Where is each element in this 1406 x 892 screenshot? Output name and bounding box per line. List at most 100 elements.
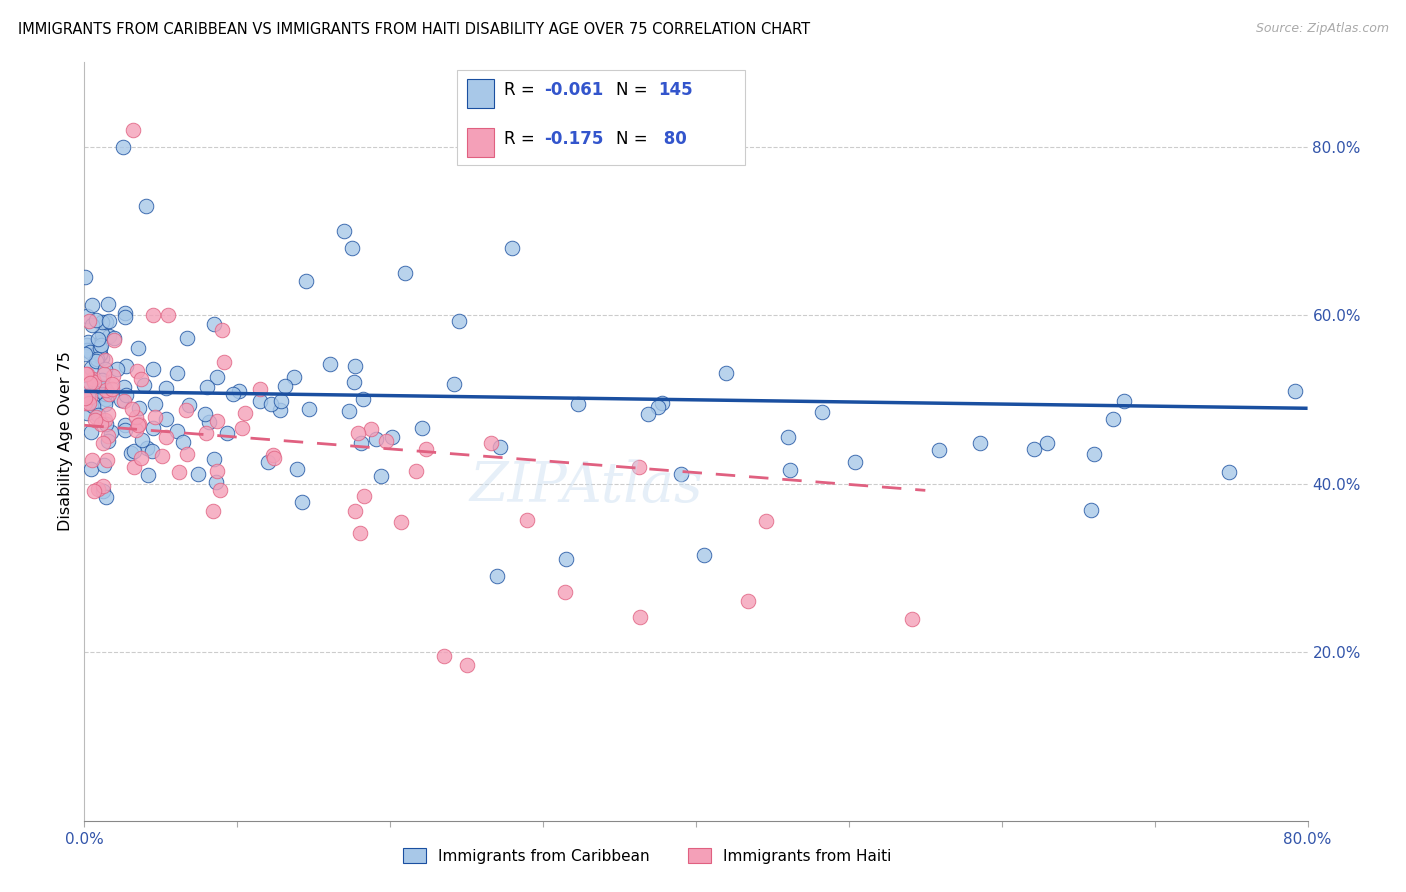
FancyBboxPatch shape	[467, 128, 494, 157]
Point	[83, 483, 105, 498]
Point	[352, 392, 374, 407]
Point	[83, 387, 105, 401]
Point	[155, 430, 177, 444]
Point	[79, 361, 101, 376]
Point	[360, 422, 382, 436]
Point	[93, 368, 115, 382]
Point	[205, 414, 228, 428]
Point	[79, 390, 101, 404]
Point	[349, 525, 371, 540]
Point	[502, 241, 524, 255]
Point	[124, 423, 146, 437]
Point	[76, 335, 98, 350]
Point	[901, 612, 924, 626]
Point	[928, 442, 950, 457]
Point	[136, 441, 159, 455]
Point	[114, 417, 136, 432]
Point	[194, 407, 217, 421]
Point	[844, 455, 866, 469]
Point	[124, 444, 146, 458]
Point	[128, 401, 150, 416]
Point	[285, 461, 308, 475]
Point	[101, 376, 124, 391]
Point	[347, 426, 370, 441]
Y-axis label: Disability Age Over 75: Disability Age Over 75	[58, 351, 73, 532]
Point	[76, 343, 98, 358]
Point	[340, 241, 363, 255]
Point	[77, 388, 100, 402]
Point	[75, 392, 97, 406]
Point	[114, 306, 136, 320]
Point	[127, 341, 149, 355]
Point	[84, 384, 107, 399]
Point	[93, 458, 115, 472]
Point	[96, 452, 118, 467]
Point	[256, 455, 278, 469]
Point	[1114, 394, 1136, 409]
Point	[89, 346, 111, 360]
Point	[205, 370, 228, 384]
Point	[233, 406, 256, 420]
Point	[80, 318, 103, 332]
Point	[779, 463, 801, 477]
Point	[91, 484, 114, 499]
Point	[76, 395, 98, 409]
Point	[94, 397, 117, 411]
Point	[692, 548, 714, 563]
Point	[343, 503, 366, 517]
Point	[274, 379, 297, 393]
Point	[93, 353, 115, 368]
Point	[174, 402, 197, 417]
Point	[776, 430, 799, 444]
Text: 145: 145	[658, 81, 693, 99]
Point	[84, 312, 107, 326]
Text: R =: R =	[503, 130, 540, 148]
Text: -0.061: -0.061	[544, 81, 603, 99]
Point	[221, 387, 243, 401]
Point	[83, 375, 105, 389]
Point	[1102, 411, 1125, 425]
Point	[136, 467, 159, 482]
Point	[166, 424, 188, 438]
Point	[516, 513, 538, 527]
Point	[75, 347, 97, 361]
Point	[269, 403, 291, 417]
Point	[96, 315, 118, 329]
Point	[96, 384, 118, 398]
Point	[567, 397, 589, 411]
Point	[415, 442, 437, 456]
Point	[112, 380, 135, 394]
Point	[103, 368, 125, 383]
Point	[97, 297, 120, 311]
Point	[555, 552, 578, 566]
Point	[76, 389, 98, 403]
Point	[82, 400, 104, 414]
Point	[205, 475, 228, 490]
Text: 80: 80	[658, 130, 686, 148]
Point	[150, 449, 173, 463]
Point	[651, 396, 673, 410]
Point	[73, 395, 96, 409]
Point	[177, 398, 200, 412]
Point	[167, 465, 190, 479]
Point	[84, 354, 107, 368]
Point	[86, 410, 108, 425]
Point	[343, 375, 366, 389]
Point	[214, 354, 236, 368]
Point	[94, 387, 117, 401]
Point	[79, 344, 101, 359]
FancyBboxPatch shape	[457, 70, 745, 165]
Point	[122, 460, 145, 475]
Point	[198, 415, 221, 429]
Point	[249, 393, 271, 408]
Point	[263, 451, 285, 466]
Point	[249, 382, 271, 396]
Point	[94, 362, 117, 376]
Point	[295, 275, 318, 289]
Point	[143, 397, 166, 411]
Point	[97, 407, 120, 421]
Point	[260, 397, 283, 411]
Point	[90, 315, 112, 329]
Point	[125, 409, 148, 424]
Point	[262, 449, 284, 463]
